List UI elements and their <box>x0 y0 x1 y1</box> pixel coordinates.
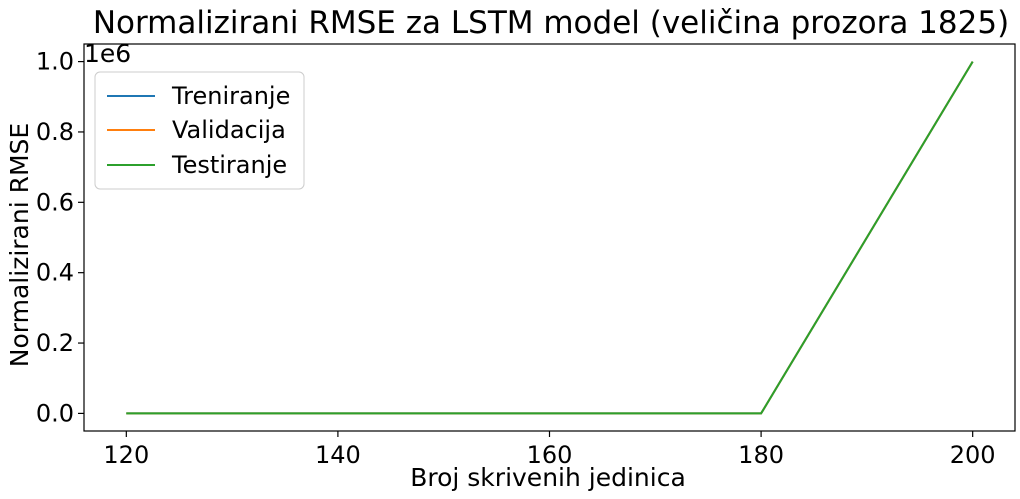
y-tick-label: 0.4 <box>36 259 74 287</box>
series-lines <box>126 61 974 415</box>
legend-label-treniranje: Treniranje <box>171 82 290 110</box>
legend-box <box>94 71 305 190</box>
axis-ticks: 120 140 160 180 200 0.0 0.2 0.4 0.6 0.8 1.0 <box>36 48 996 469</box>
x-tick-label: 160 <box>527 441 573 469</box>
y-tick-label: 0.6 <box>36 188 74 216</box>
chart-title: Normalizirani RMSE za LSTM model (veliči… <box>93 5 1009 41</box>
series-line-testiranje <box>126 61 974 415</box>
y-axis-label: Normalizirani RMSE <box>5 123 34 367</box>
y-tick-label: 0.0 <box>36 399 74 427</box>
x-tick-label: 180 <box>738 441 784 469</box>
plot-frame <box>83 43 1016 432</box>
x-tick-label: 200 <box>950 441 996 469</box>
x-tick-label: 140 <box>315 441 361 469</box>
x-axis-label: Broj skrivenih jedinica <box>410 463 686 492</box>
y-offset-label: 1e6 <box>84 39 131 68</box>
y-tick-label: 0.8 <box>36 118 74 146</box>
y-tick-label: 1.0 <box>36 48 74 76</box>
legend: Treniranje Validacija Testiranje <box>94 71 305 190</box>
legend-label-validacija: Validacija <box>172 116 286 144</box>
y-tick-label: 0.2 <box>36 329 74 357</box>
legend-label-testiranje: Testiranje <box>171 151 287 179</box>
x-tick-label: 120 <box>103 441 149 469</box>
